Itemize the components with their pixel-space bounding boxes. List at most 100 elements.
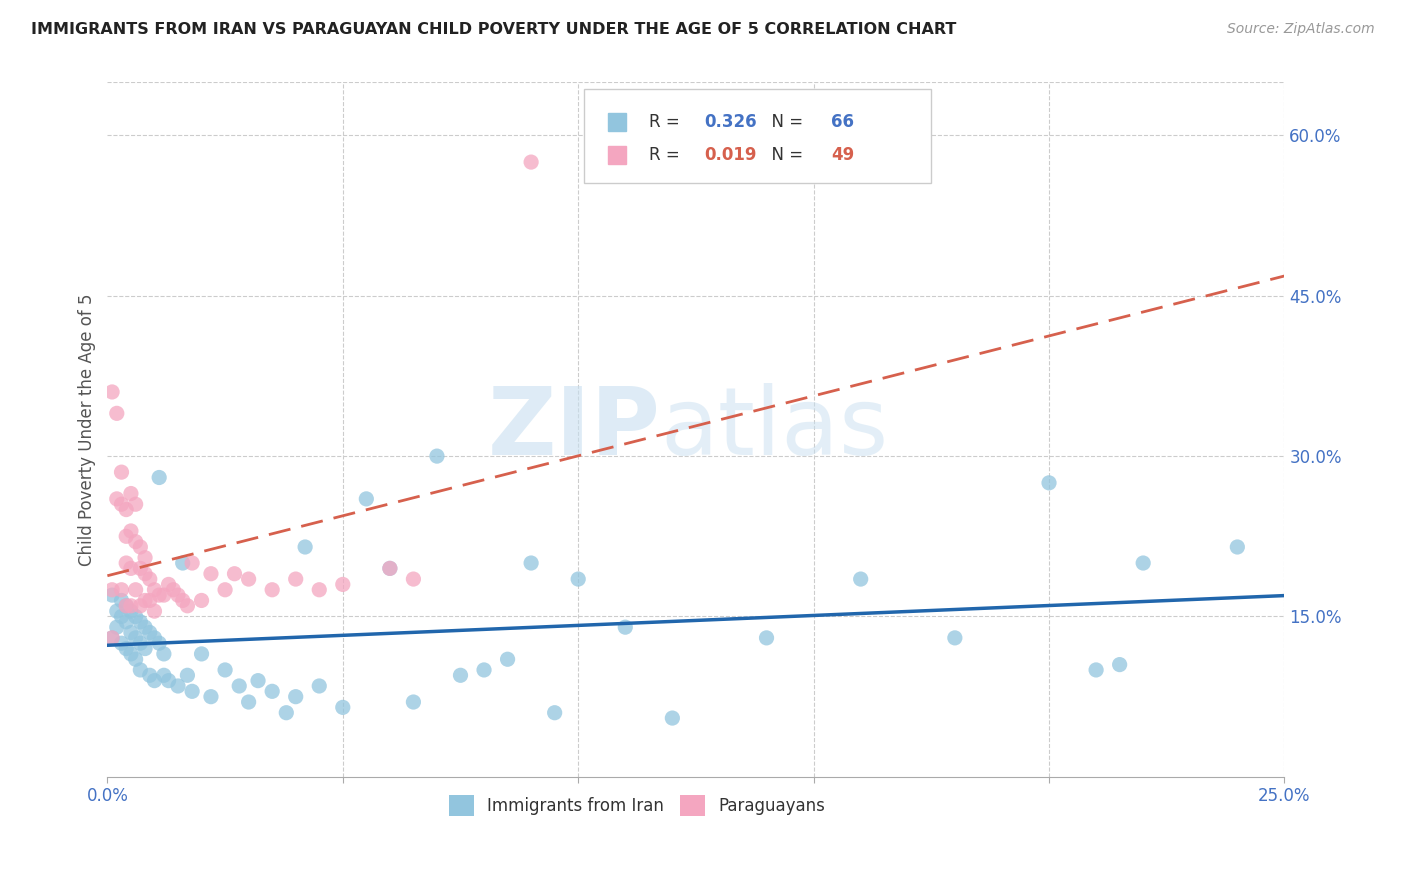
Point: [124, 582, 146, 597]
Text: R =: R =: [648, 112, 685, 130]
Point: [294, 540, 316, 554]
Point: [110, 465, 132, 479]
Point: [332, 700, 354, 714]
Point: [308, 679, 330, 693]
Point: [614, 620, 637, 634]
Point: [153, 668, 176, 682]
Point: [139, 668, 162, 682]
Point: [115, 529, 138, 543]
Point: [849, 572, 872, 586]
Point: [124, 652, 146, 666]
Point: [115, 599, 138, 613]
Point: [139, 572, 162, 586]
Point: [115, 556, 138, 570]
Point: [238, 695, 260, 709]
Legend: Immigrants from Iran, Paraguayans: Immigrants from Iran, Paraguayans: [440, 787, 834, 824]
Point: [134, 566, 156, 581]
Point: [134, 593, 156, 607]
Point: [661, 711, 683, 725]
Point: [134, 641, 156, 656]
Point: [115, 502, 138, 516]
Point: [129, 540, 152, 554]
Text: 49: 49: [831, 146, 855, 164]
Point: [134, 620, 156, 634]
Point: [143, 631, 166, 645]
Point: [356, 491, 378, 506]
Point: [167, 588, 190, 602]
Point: [1108, 657, 1130, 672]
Y-axis label: Child Poverty Under the Age of 5: Child Poverty Under the Age of 5: [79, 293, 96, 566]
Point: [472, 663, 495, 677]
Point: [238, 572, 260, 586]
Point: [1085, 663, 1108, 677]
Point: [143, 604, 166, 618]
Text: 66: 66: [831, 112, 855, 130]
Point: [520, 556, 543, 570]
Point: [943, 631, 966, 645]
Point: [284, 690, 307, 704]
Point: [120, 561, 142, 575]
Point: [148, 636, 170, 650]
Point: [110, 497, 132, 511]
Point: [167, 679, 190, 693]
Point: [172, 593, 194, 607]
Point: [378, 561, 401, 575]
Point: [120, 524, 142, 538]
Point: [110, 593, 132, 607]
Point: [143, 582, 166, 597]
Point: [129, 561, 152, 575]
Point: [214, 663, 236, 677]
Point: [115, 641, 138, 656]
Point: [101, 384, 124, 399]
Point: [332, 577, 354, 591]
Point: [124, 534, 146, 549]
Point: [124, 631, 146, 645]
Point: [124, 497, 146, 511]
Point: [1226, 540, 1249, 554]
Point: [110, 636, 132, 650]
Point: [402, 695, 425, 709]
Point: [110, 609, 132, 624]
Point: [276, 706, 298, 720]
Point: [105, 406, 128, 420]
Point: [247, 673, 270, 688]
Point: [148, 470, 170, 484]
Point: [101, 582, 124, 597]
Point: [543, 706, 565, 720]
Point: [190, 593, 212, 607]
Point: [105, 491, 128, 506]
Point: [755, 631, 778, 645]
Point: [134, 550, 156, 565]
Point: [200, 566, 222, 581]
Point: [143, 673, 166, 688]
Text: ZIP: ZIP: [488, 384, 661, 475]
Point: [139, 593, 162, 607]
Text: IMMIGRANTS FROM IRAN VS PARAGUAYAN CHILD POVERTY UNDER THE AGE OF 5 CORRELATION : IMMIGRANTS FROM IRAN VS PARAGUAYAN CHILD…: [31, 22, 956, 37]
Point: [115, 599, 138, 613]
Point: [181, 556, 204, 570]
Point: [214, 582, 236, 597]
Point: [402, 572, 425, 586]
Point: [520, 155, 543, 169]
Point: [148, 588, 170, 602]
Point: [378, 561, 401, 575]
Point: [172, 556, 194, 570]
Point: [567, 572, 589, 586]
Point: [1038, 475, 1060, 490]
Point: [110, 582, 132, 597]
Point: [426, 449, 449, 463]
Text: 0.326: 0.326: [704, 112, 756, 130]
Point: [120, 625, 142, 640]
Point: [224, 566, 246, 581]
Point: [105, 604, 128, 618]
Point: [181, 684, 204, 698]
Point: [1132, 556, 1154, 570]
Point: [129, 615, 152, 629]
Point: [176, 668, 198, 682]
Point: [190, 647, 212, 661]
Point: [120, 599, 142, 613]
FancyBboxPatch shape: [583, 89, 931, 183]
Point: [157, 673, 180, 688]
Point: [262, 684, 284, 698]
Point: [105, 620, 128, 634]
